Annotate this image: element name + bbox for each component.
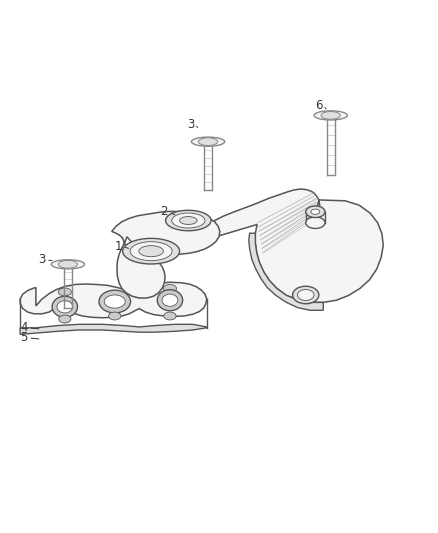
Ellipse shape — [57, 301, 73, 313]
Polygon shape — [20, 324, 207, 334]
Ellipse shape — [99, 290, 131, 313]
Ellipse shape — [297, 289, 314, 301]
Ellipse shape — [58, 261, 78, 268]
Ellipse shape — [59, 315, 71, 323]
Text: 3: 3 — [38, 253, 45, 266]
Ellipse shape — [172, 213, 205, 228]
Ellipse shape — [163, 285, 177, 292]
Ellipse shape — [164, 312, 176, 320]
Ellipse shape — [51, 260, 85, 269]
Ellipse shape — [123, 238, 180, 264]
Ellipse shape — [166, 210, 211, 231]
Ellipse shape — [191, 137, 225, 146]
Ellipse shape — [52, 296, 78, 317]
Ellipse shape — [293, 286, 319, 304]
Ellipse shape — [198, 138, 218, 146]
Polygon shape — [20, 282, 207, 318]
Ellipse shape — [109, 312, 121, 320]
Ellipse shape — [314, 111, 347, 120]
Text: 5: 5 — [21, 332, 28, 344]
Ellipse shape — [139, 246, 163, 257]
Ellipse shape — [162, 294, 178, 306]
Text: 1: 1 — [114, 240, 122, 253]
Ellipse shape — [130, 241, 172, 261]
Ellipse shape — [306, 217, 325, 229]
Ellipse shape — [306, 206, 325, 217]
Polygon shape — [249, 233, 323, 310]
Text: 4: 4 — [20, 321, 28, 334]
Text: 3: 3 — [187, 118, 194, 131]
Ellipse shape — [311, 209, 320, 214]
Text: 6: 6 — [315, 99, 323, 112]
Ellipse shape — [180, 216, 197, 224]
Ellipse shape — [58, 288, 71, 296]
Polygon shape — [215, 189, 383, 302]
Ellipse shape — [104, 295, 125, 308]
Ellipse shape — [321, 111, 340, 119]
Polygon shape — [112, 211, 220, 298]
Ellipse shape — [157, 290, 183, 311]
Text: 2: 2 — [160, 205, 168, 218]
